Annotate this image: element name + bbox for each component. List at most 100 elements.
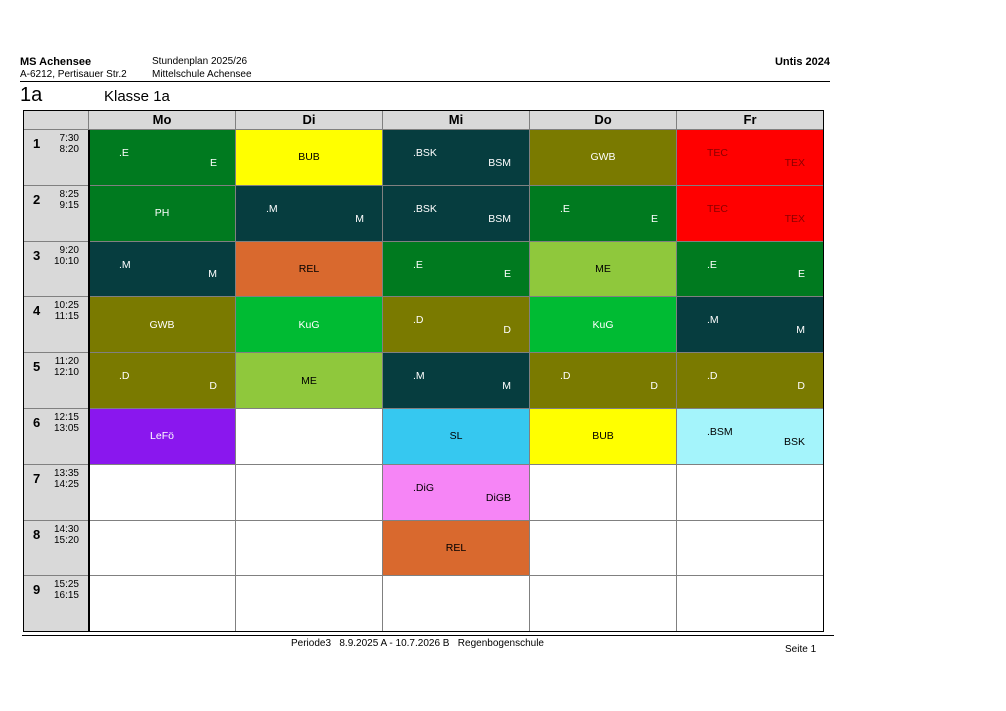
subject-label: REL <box>298 262 320 275</box>
timetable-title: Stundenplan 2025/26 <box>152 56 248 67</box>
slot-di-9 <box>236 576 383 633</box>
period-start: 10:25 <box>53 300 79 312</box>
period-number: 8 <box>33 526 41 542</box>
footer-divider <box>22 635 834 636</box>
subject-group-a: .D <box>413 314 424 327</box>
subject-group-a: .D <box>560 370 571 383</box>
slot-do-8 <box>530 520 677 577</box>
period-number: 4 <box>33 303 41 319</box>
period-time: 14:30 15:20 <box>53 524 79 546</box>
period-end: 14:25 <box>53 478 79 490</box>
day-header-do: Do <box>530 110 677 130</box>
lesson-cell: .E E <box>677 241 824 298</box>
subject-group-b: BSK <box>783 435 805 448</box>
period-number: 5 <box>33 359 41 375</box>
subject-group-a: .D <box>707 370 718 383</box>
lesson-cell: .E E <box>383 241 530 298</box>
period-number: 3 <box>33 247 41 263</box>
lesson-cell: PH <box>89 185 236 242</box>
subject-label: KuG <box>592 318 614 331</box>
header-corner <box>23 110 89 130</box>
period-number: 7 <box>33 470 41 486</box>
subject-label: SL <box>449 430 463 443</box>
lesson-cell: .BSK BSM <box>383 185 530 242</box>
subject-label: ME <box>301 374 317 387</box>
slot-fr-9 <box>677 576 824 633</box>
subject-group-b: TEX <box>784 156 805 169</box>
subject-group-a: TEC <box>707 202 728 215</box>
slot-mo-7 <box>89 464 236 521</box>
lesson-cell: .D D <box>530 353 677 409</box>
subject-group-b: BSM <box>488 156 511 169</box>
period-cell-1: 1 7:30 8:20 <box>23 130 89 186</box>
subject-group-a: TEC <box>707 147 728 159</box>
period-time: 10:25 11:15 <box>53 300 79 322</box>
lesson-cell: .M M <box>236 185 383 242</box>
lesson-cell: .BSK BSM <box>383 130 530 186</box>
period-start: 15:25 <box>53 579 79 591</box>
subject-label: ME <box>595 262 611 275</box>
subject-group-b: D <box>503 324 511 337</box>
lesson-cell: .E E <box>89 130 236 186</box>
subject-group-a: .M <box>266 202 278 215</box>
period-time: 8:25 9:15 <box>53 189 79 211</box>
page-number: Seite 1 <box>785 644 817 655</box>
slot-do-9 <box>530 576 677 633</box>
lesson-cell: .BSM BSK <box>677 409 824 465</box>
period-end: 10:10 <box>53 255 79 267</box>
subject-group-a: .M <box>707 314 719 327</box>
lesson-cell: .D D <box>383 297 530 354</box>
lesson-cell: KuG <box>236 297 383 354</box>
subject-group-b: TEX <box>784 212 805 225</box>
period-end: 12:10 <box>53 367 79 379</box>
subject-label: GWB <box>149 318 175 331</box>
lesson-cell: BUB <box>236 130 383 186</box>
period-start: 8:25 <box>59 188 79 200</box>
lesson-cell: .E E <box>530 185 677 242</box>
subject-group-b: DiGB <box>485 491 511 504</box>
period-cell-8: 8 14:30 15:20 <box>23 520 89 577</box>
subject-group-b: M <box>208 268 217 281</box>
subject-label: BUB <box>592 430 614 443</box>
period-start: 9:20 <box>59 244 79 256</box>
period-start: 12:15 <box>53 412 79 423</box>
slot-di-8 <box>236 520 383 577</box>
software-version: Untis 2024 <box>774 56 830 68</box>
lesson-cell: .M M <box>89 241 236 298</box>
period-time: 12:15 13:05 <box>53 412 79 434</box>
subject-label: BUB <box>298 151 320 164</box>
header-divider <box>20 81 830 82</box>
period-cell-9: 9 15:25 16:15 <box>23 576 89 633</box>
subject-group-a: .E <box>413 258 423 271</box>
lesson-cell: .DiG DiGB <box>383 464 530 521</box>
subject-group-a: .E <box>560 202 570 215</box>
period-time: 9:20 10:10 <box>53 245 79 267</box>
lesson-cell: REL <box>383 520 530 577</box>
school-address: A-6212, Pertisauer Str.2 <box>20 69 127 80</box>
period-end: 11:15 <box>54 311 79 323</box>
subject-label: KuG <box>298 318 320 331</box>
class-code: 1a <box>20 84 43 106</box>
period-number: 9 <box>33 582 41 598</box>
subject-group-a: .BSK <box>413 202 437 215</box>
period-number: 6 <box>33 415 41 430</box>
subject-group-b: E <box>503 268 511 281</box>
period-time: 13:35 14:25 <box>53 468 79 490</box>
subject-label: REL <box>445 541 467 554</box>
slot-mo-8 <box>89 520 236 577</box>
lesson-cell: REL <box>236 241 383 298</box>
slot-mo-9 <box>89 576 236 633</box>
subject-group-a: .DiG <box>413 481 434 494</box>
lesson-cell: .M M <box>677 297 824 354</box>
day-header-mo: Mo <box>89 110 236 130</box>
lesson-cell: .D D <box>677 353 824 409</box>
subject-group-b: M <box>355 212 364 225</box>
day-header-di: Di <box>236 110 383 130</box>
period-start: 11:20 <box>54 356 79 368</box>
period-cell-5: 5 11:20 12:10 <box>23 353 89 409</box>
subject-group-b: D <box>209 379 217 392</box>
period-start: 14:30 <box>53 523 79 535</box>
slot-di-6 <box>236 409 383 465</box>
period-end: 9:15 <box>59 199 79 211</box>
subject-group-a: .M <box>413 370 425 383</box>
